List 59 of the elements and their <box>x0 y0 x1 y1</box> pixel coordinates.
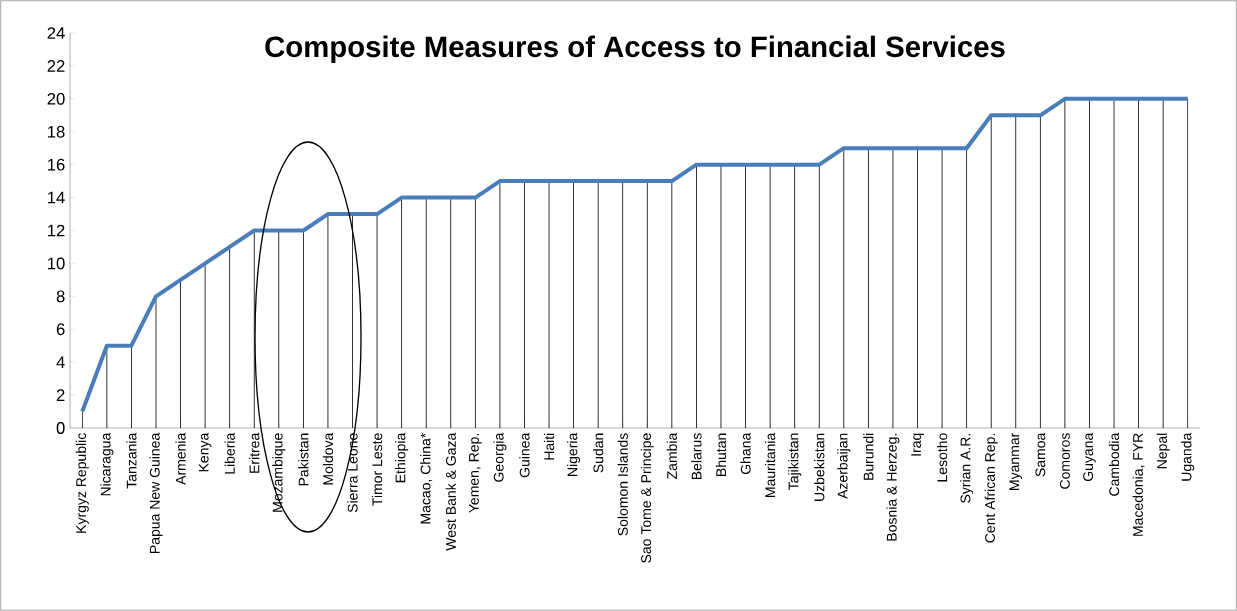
x-tick-label: Lesotho <box>936 433 948 482</box>
x-tick-label: Ghana <box>740 432 751 475</box>
x-tick-label: Guyana <box>1083 432 1096 482</box>
x-tick-label: Macedonia, FYR <box>1132 433 1145 536</box>
y-tick-label: 14 <box>48 191 65 204</box>
y-tick-label: 10 <box>48 257 65 270</box>
x-tick-label: Tanzania <box>126 432 137 489</box>
x-tick-label: Timor Leste <box>371 433 383 506</box>
x-tick-label: Kenya <box>198 432 212 472</box>
x-tick-label: Belarus <box>691 433 702 480</box>
x-tick-label: Cent African Rep. <box>984 434 998 543</box>
x-tick-label: Papua New Guinea <box>149 432 163 553</box>
x-tick-label: Mauritania <box>764 432 776 497</box>
x-tick-label: Uzbekistan <box>814 433 825 501</box>
y-tick-label: 8 <box>56 290 65 303</box>
x-tick-label: Bosnia & Herzeg. <box>886 434 900 541</box>
y-tick-label: 12 <box>48 224 65 237</box>
x-tick-label: Armenia <box>175 432 186 485</box>
x-tick-label: Syrian A.R. <box>960 434 974 503</box>
x-tick-label: Macao, China* <box>420 432 433 524</box>
x-tick-label: West Bank & Gaza <box>445 432 456 551</box>
x-tick-label: Cambodia <box>1108 432 1120 496</box>
x-tick-label: Iraq <box>911 433 924 456</box>
x-tick-label: Yemen, Rep. <box>469 434 482 513</box>
y-tick-label: 4 <box>56 356 65 368</box>
x-tick-label: Bhutan <box>715 433 727 476</box>
x-tick-label: Georgia <box>493 432 507 482</box>
x-tick-label: Pakistan <box>298 433 309 486</box>
y-tick-label: 6 <box>56 323 65 336</box>
x-tick-label: Solomon Islands <box>617 433 628 536</box>
y-tick-label: 20 <box>47 92 65 105</box>
x-tick-label: Liberia <box>224 432 235 474</box>
x-tick-label: Moldova <box>322 432 334 485</box>
y-tick-label: 24 <box>47 27 65 39</box>
x-tick-label: Comoros <box>1059 433 1070 489</box>
x-tick-label: Nepal <box>1156 433 1170 469</box>
y-tick-label: 18 <box>48 125 65 138</box>
x-tick-label: Uganda <box>1181 432 1195 481</box>
x-tick-label: Tajikistan <box>788 433 802 490</box>
x-tick-label: Haiti <box>543 433 555 460</box>
x-tick-label: Burundi <box>863 433 874 480</box>
x-tick-label: Azerbaijan <box>837 433 851 499</box>
y-tick-label: 16 <box>48 158 65 171</box>
y-tick-label: 0 <box>56 422 65 434</box>
x-tick-label: Samoa <box>1035 432 1046 477</box>
x-tick-label: Guinea <box>519 432 530 478</box>
x-tick-label: Mozambique <box>272 433 286 512</box>
y-tick-label: 2 <box>56 389 65 401</box>
x-tick-label: Ethiopia <box>395 432 409 483</box>
x-tick-label: Sudan <box>593 433 604 473</box>
x-tick-label: Sao Tome & Principe <box>640 433 654 563</box>
x-tick-label: Nigeria <box>567 432 581 476</box>
x-tick-label: Kyrgyz Republic <box>75 433 89 533</box>
x-tick-label: Myanmar <box>1009 432 1023 490</box>
y-tick-label: 22 <box>47 60 65 72</box>
x-tick-label: Eritrea <box>249 432 260 473</box>
x-tick-label: Zambia <box>666 432 677 479</box>
chart-title: Composite Measures of Access to Financial Services <box>265 35 1005 63</box>
x-tick-label: Nicaragua <box>100 432 114 496</box>
